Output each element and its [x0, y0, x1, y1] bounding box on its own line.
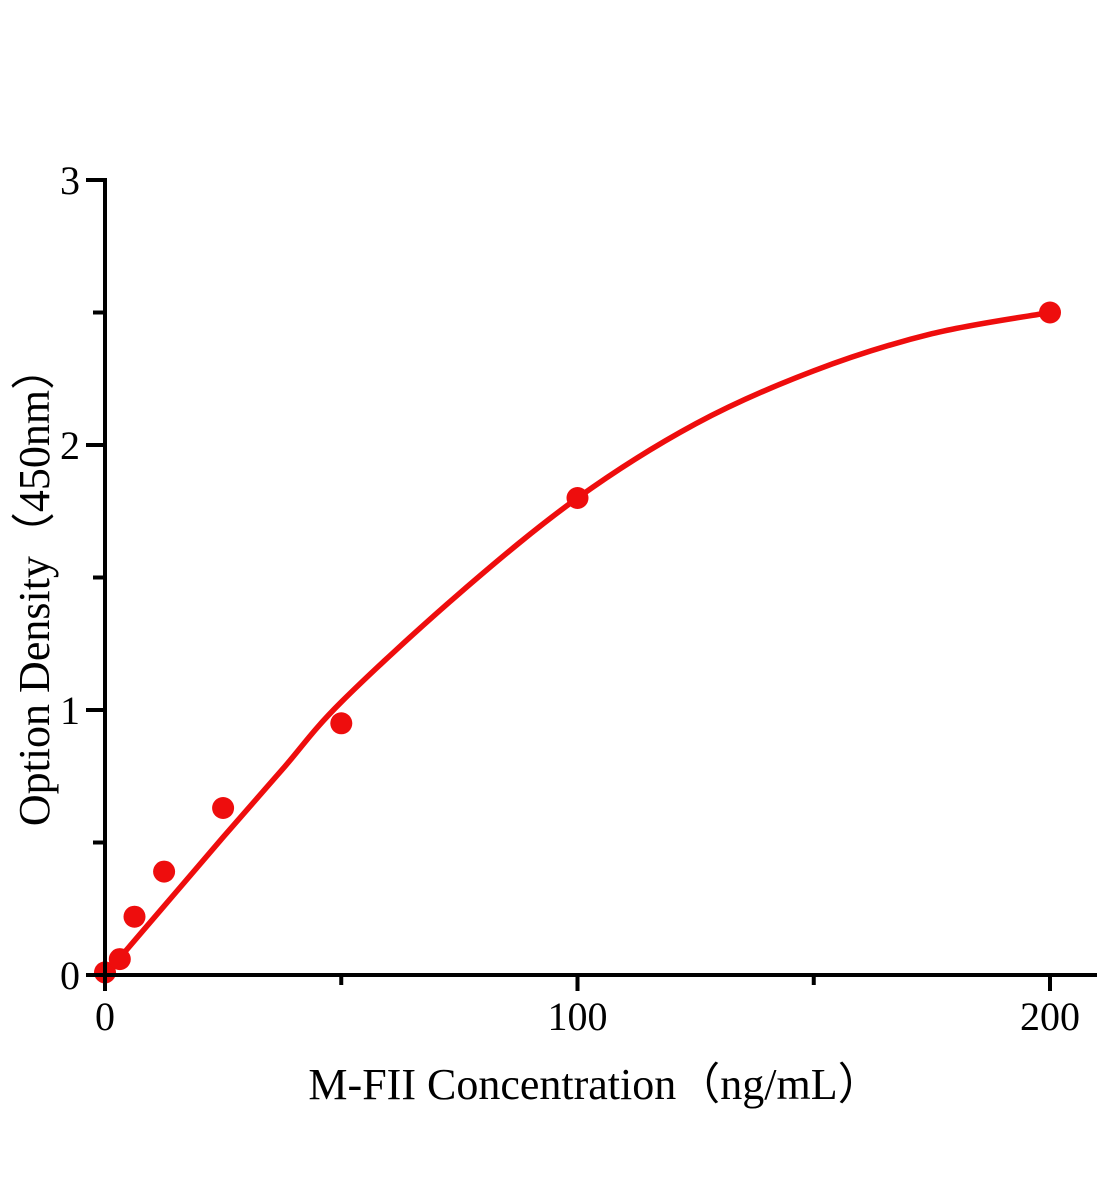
x-tick-label-1: 100 [548, 994, 608, 1039]
data-point-6 [566, 487, 589, 509]
data-point-4 [212, 797, 235, 819]
y-tick-label-1: 1 [60, 688, 80, 733]
data-point-7 [1039, 301, 1061, 324]
x-tick-label-2: 200 [1020, 994, 1080, 1039]
data-point-5 [330, 712, 353, 735]
y-axis-title: Option Density（450nm） [10, 345, 59, 827]
x-axis-title: M-FII Concentration（ng/mL） [308, 1060, 882, 1109]
data-point-3 [153, 860, 176, 883]
fit-curve [102, 309, 1053, 978]
y-tick-label-2: 2 [60, 423, 80, 468]
y-tick-label-0: 0 [60, 953, 80, 998]
x-tick-label-0: 0 [95, 994, 115, 1039]
data-point-2 [123, 905, 146, 928]
y-tick-label-3: 3 [60, 158, 80, 203]
data-point-1 [108, 948, 131, 971]
